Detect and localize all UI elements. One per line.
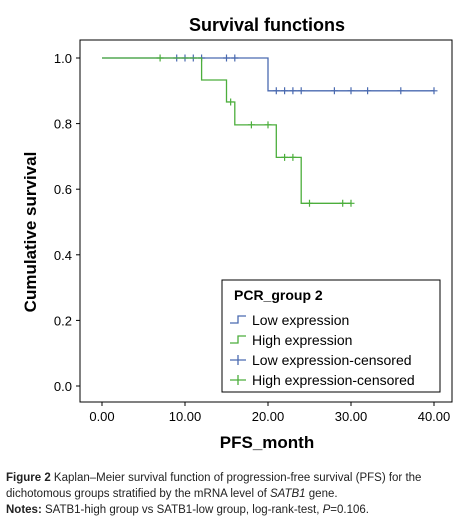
censor-mark-high-expression	[347, 199, 355, 207]
censor-mark-low-expression	[281, 87, 289, 95]
y-tick-label: 0.4	[54, 248, 72, 263]
legend: PCR_group 2 Low expression High expression…	[221, 279, 441, 393]
figure-gene: SATB1	[270, 488, 306, 500]
x-tick-label: 10.00	[169, 409, 202, 424]
legend-swatch	[230, 335, 246, 344]
legend-box	[221, 279, 441, 393]
y-tick-label: 0.8	[54, 117, 72, 132]
survival-chart: Survival functions Cumulative survival P…	[0, 0, 472, 464]
chart-area: Survival functions Cumulative survival P…	[0, 0, 472, 464]
censor-mark-low-expression	[231, 54, 239, 62]
censor-mark-low-expression	[289, 87, 297, 95]
x-tick-label: 30.00	[335, 409, 368, 424]
censor-mark-high-expression	[264, 121, 272, 129]
x-tick-label: 0.00	[89, 409, 114, 424]
x-tick-label: 40.00	[418, 409, 451, 424]
figure-text-end: gene.	[305, 488, 338, 500]
censor-mark-high-expression	[281, 153, 289, 161]
x-axis-label: PFS_month	[220, 433, 314, 452]
censor-mark-high-expression	[306, 199, 313, 207]
y-tick-label: 0.0	[54, 379, 72, 394]
chart-background	[0, 0, 472, 464]
censor-mark-high-expression	[247, 121, 255, 129]
censor-mark-high-expression	[289, 153, 297, 161]
censor-mark-low-expression	[347, 87, 355, 95]
legend-entry: Low expression	[252, 312, 349, 328]
notes-line: Notes: SATB1-high group vs SATB1-low gro…	[6, 502, 468, 518]
censor-mark-low-expression	[330, 87, 338, 95]
y-tick-label: 1.0	[54, 51, 72, 66]
figure-caption: Figure 2 Kaplan–Meier survival function …	[6, 470, 468, 518]
figure-text: Kaplan–Meier survival function of progre…	[6, 472, 422, 500]
censor-mark-low-expression	[223, 54, 230, 62]
censor-mark-high-expression	[339, 199, 347, 207]
chart-title: Survival functions	[189, 15, 345, 35]
censor-mark-low-expression	[272, 87, 280, 95]
y-axis-label: Cumulative survival	[21, 152, 40, 313]
figure-caption-line: Figure 2 Kaplan–Meier survival function …	[6, 470, 468, 502]
legend-swatch-censored	[230, 375, 246, 385]
censor-mark-low-expression	[297, 87, 305, 95]
censor-mark-high-expression	[227, 98, 235, 106]
censor-mark-low-expression	[364, 87, 372, 95]
censor-mark-high-expression	[156, 54, 164, 62]
y-tick-label: 0.2	[54, 313, 72, 328]
figure-label: Figure 2	[6, 472, 51, 484]
plot-area: 0.0 0.2 0.4 0.6 0.8 1.0 0.00 10.00 20.00 30.00 40.…	[54, 39, 453, 424]
plot-frame	[79, 39, 453, 403]
legend-entry: Low expression-censored	[252, 352, 412, 368]
series-line-high-expression	[102, 57, 351, 204]
legend-title: PCR_group 2	[234, 287, 323, 303]
legend-swatch	[230, 315, 246, 324]
legend-entry: High expression	[252, 332, 352, 348]
notes-p-symbol: P	[322, 504, 331, 516]
notes-text: SATB1-high group vs SATB1-low group, log…	[41, 504, 323, 516]
censor-mark-low-expression	[430, 87, 438, 95]
legend-swatch-censored	[230, 355, 246, 365]
censor-mark-low-expression	[397, 87, 405, 95]
x-tick-label: 20.00	[252, 409, 285, 424]
notes-p-value: =0.106.	[330, 504, 369, 516]
legend-entry: High expression-censored	[252, 372, 415, 388]
y-tick-label: 0.6	[54, 182, 72, 197]
notes-label: Notes:	[6, 504, 42, 516]
